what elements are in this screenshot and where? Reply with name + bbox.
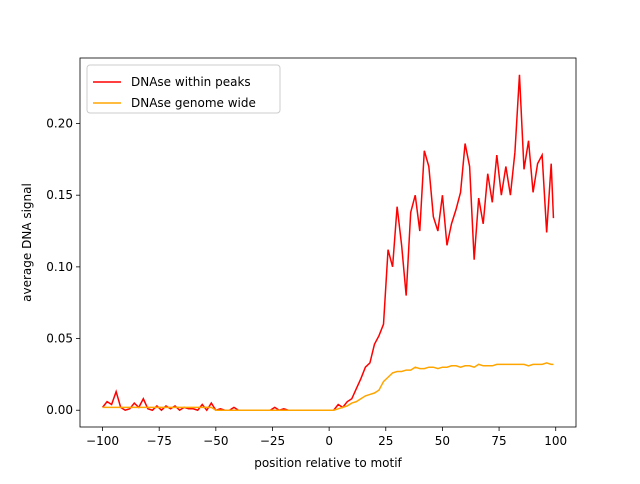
x-tick-label: 100: [544, 434, 567, 448]
y-tick-label: 0.10: [46, 260, 73, 274]
x-tick-label: −25: [260, 434, 285, 448]
x-axis-label: position relative to motif: [254, 456, 402, 470]
data-line: [102, 362, 554, 411]
y-tick-label: 0.15: [46, 188, 73, 202]
x-tick-label: −100: [86, 434, 119, 448]
y-tick-label: 0.05: [46, 332, 73, 346]
y-tick-label: 0.20: [46, 117, 73, 131]
x-tick-label: 75: [491, 434, 506, 448]
y-axis-label: average DNA signal: [20, 183, 34, 302]
x-tick-label: 25: [378, 434, 393, 448]
legend-label: DNAse genome wide: [131, 96, 256, 110]
x-tick-label: −75: [147, 434, 172, 448]
legend-label: DNAse within peaks: [131, 75, 251, 89]
x-tick-label: −50: [203, 434, 228, 448]
x-tick-label: 50: [435, 434, 450, 448]
y-tick-label: 0.00: [46, 403, 73, 417]
plot-frame: [79, 57, 577, 428]
legend-box: [86, 64, 281, 114]
x-tick-label: 0: [325, 434, 333, 448]
